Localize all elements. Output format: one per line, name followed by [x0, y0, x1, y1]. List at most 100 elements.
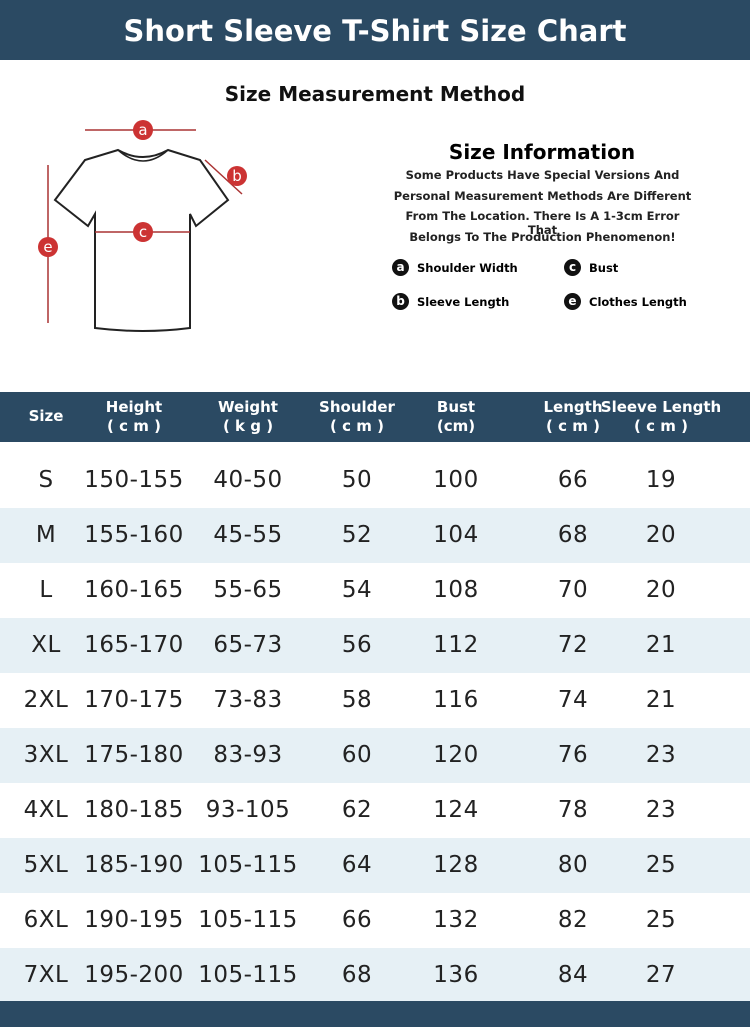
- table-cell: 108: [433, 577, 479, 603]
- table-cell: 124: [433, 797, 479, 823]
- table-cell: 52: [341, 522, 373, 548]
- table-cell: 112: [433, 632, 479, 658]
- legend-label: Shoulder Width: [417, 260, 518, 275]
- table-cell: 105-115: [198, 852, 298, 878]
- section-title: Size Measurement Method: [224, 82, 526, 106]
- table-cell: 64: [341, 852, 373, 878]
- table-cell: 84: [557, 962, 589, 988]
- legend-letter: c: [564, 259, 581, 276]
- table-row: 4XL 180-185 93-105 62 124 78 23: [0, 783, 750, 838]
- legend-item: a Shoulder Width: [392, 259, 518, 276]
- table-cell: 132: [433, 907, 479, 933]
- legend-letter: e: [564, 293, 581, 310]
- table-cell: 185-190: [84, 852, 184, 878]
- table-cell: 82: [557, 907, 589, 933]
- table-cell: 60: [341, 742, 373, 768]
- table-cell: 180-185: [84, 797, 184, 823]
- table-cell: 160-165: [84, 577, 184, 603]
- column-unit: ( c m ): [546, 417, 600, 435]
- table-cell: 3XL: [23, 742, 69, 768]
- column-header: Shoulder( c m ): [292, 398, 422, 436]
- table-row: 5XL 185-190 105-115 64 128 80 25: [0, 838, 750, 893]
- table-cell: 93-105: [205, 797, 291, 823]
- table-cell: 65-73: [213, 632, 283, 658]
- column-name: Bust: [436, 398, 476, 416]
- table-cell: 68: [557, 522, 589, 548]
- marker: c: [139, 223, 147, 241]
- table-cell: 175-180: [84, 742, 184, 768]
- column-name: Height: [105, 398, 163, 416]
- table-cell: 150-155: [84, 467, 184, 493]
- table-cell: XL: [31, 632, 61, 658]
- table-cell: 5XL: [23, 852, 69, 878]
- marker: b: [232, 167, 242, 185]
- column-name: Sleeve Length: [600, 398, 722, 416]
- footer-band: [0, 1001, 750, 1027]
- column-header: Height( c m ): [69, 398, 199, 436]
- table-cell: 20: [645, 577, 677, 603]
- table-cell: 2XL: [23, 687, 69, 713]
- column-unit: (cm): [436, 417, 476, 435]
- legend-letter: a: [392, 259, 409, 276]
- table-cell: 155-160: [84, 522, 184, 548]
- info-line: Personal Measurement Methods Are Differe…: [393, 189, 692, 203]
- legend-item: b Sleeve Length: [392, 293, 509, 310]
- info-line: Some Products Have Special Versions And: [405, 168, 680, 182]
- info-line: Belongs To The Production Phenomenon!: [409, 230, 676, 244]
- table-cell: 100: [433, 467, 479, 493]
- table-cell: 7XL: [23, 962, 69, 988]
- column-header: Size: [0, 407, 111, 426]
- table-cell: 195-200: [84, 962, 184, 988]
- column-unit: ( c m ): [107, 417, 161, 435]
- table-cell: 6XL: [23, 907, 69, 933]
- table-cell: L: [39, 577, 53, 603]
- table-cell: 4XL: [23, 797, 69, 823]
- table-cell: 72: [557, 632, 589, 658]
- table-cell: 80: [557, 852, 589, 878]
- table-cell: 83-93: [213, 742, 283, 768]
- column-header: Sleeve Length( c m ): [596, 398, 726, 436]
- column-name: Weight: [218, 398, 278, 416]
- table-cell: 74: [557, 687, 589, 713]
- column-name: Size: [28, 407, 64, 425]
- column-unit: ( k g ): [222, 417, 274, 435]
- table-cell: 25: [645, 852, 677, 878]
- column-name: Shoulder: [319, 398, 395, 416]
- table-cell: 25: [645, 907, 677, 933]
- column-unit: ( c m ): [330, 417, 384, 435]
- table-cell: 105-115: [198, 962, 298, 988]
- table-cell: 66: [341, 907, 373, 933]
- table-row: S 150-155 40-50 50 100 66 19: [0, 453, 750, 508]
- table-cell: 73-83: [213, 687, 283, 713]
- table-cell: 58: [341, 687, 373, 713]
- table-cell: 20: [645, 522, 677, 548]
- table-cell: 55-65: [213, 577, 283, 603]
- info-line: From The Location. There Is A 1-3cm Erro…: [405, 209, 680, 237]
- table-cell: 45-55: [213, 522, 283, 548]
- legend-label: Sleeve Length: [417, 294, 510, 309]
- table-cell: 56: [341, 632, 373, 658]
- table-cell: 23: [645, 797, 677, 823]
- table-cell: 68: [341, 962, 373, 988]
- table-cell: 128: [433, 852, 479, 878]
- table-header: Size Height( c m ) Weight( k g ) Shoulder( …: [0, 392, 750, 442]
- table-row: 7XL 195-200 105-115 68 136 84 27: [0, 948, 750, 1003]
- table-row: L 160-165 55-65 54 108 70 20: [0, 563, 750, 618]
- table-cell: 120: [433, 742, 479, 768]
- table-cell: 62: [341, 797, 373, 823]
- table-cell: 19: [645, 467, 677, 493]
- legend-item: e Clothes Length: [564, 293, 687, 310]
- column-header: Weight( k g ): [183, 398, 313, 436]
- table-row: M 155-160 45-55 52 104 68 20: [0, 508, 750, 563]
- page-title: Short Sleeve T-Shirt Size Chart: [0, 0, 750, 60]
- table-cell: 170-175: [84, 687, 184, 713]
- table-cell: 136: [433, 962, 479, 988]
- table-cell: 190-195: [84, 907, 184, 933]
- table-cell: 21: [645, 687, 677, 713]
- shirt-diagram: a b c e: [38, 120, 247, 332]
- table-cell: 54: [341, 577, 373, 603]
- info-title: Size Information: [448, 140, 636, 164]
- table-cell: S: [38, 467, 54, 493]
- table-cell: 76: [557, 742, 589, 768]
- table-cell: 23: [645, 742, 677, 768]
